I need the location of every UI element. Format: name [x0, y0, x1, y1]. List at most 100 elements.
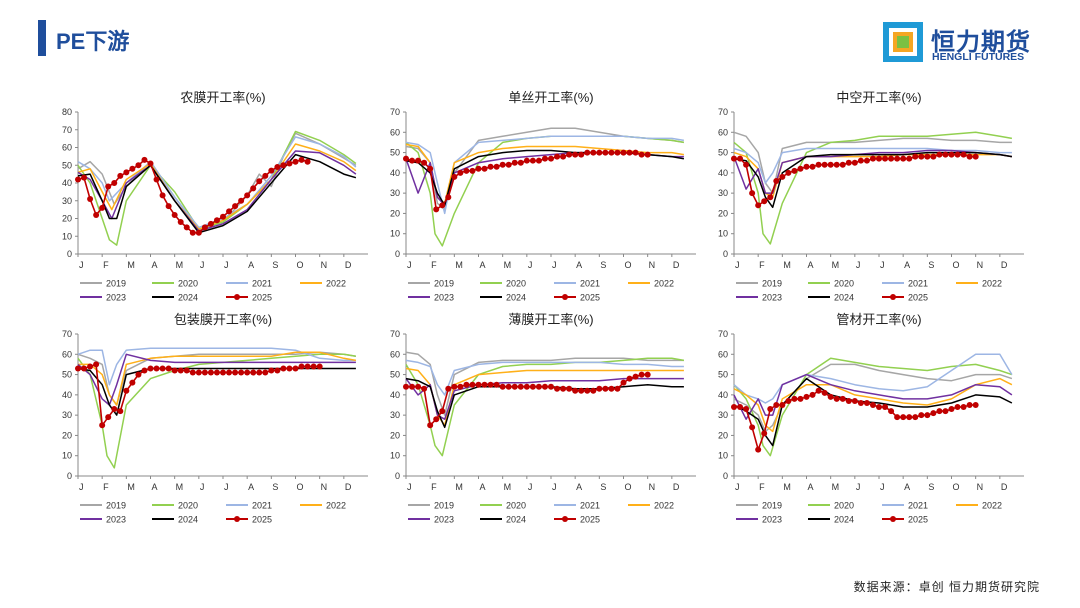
x-tick-label: J	[880, 260, 885, 270]
data-point-2025	[433, 416, 440, 423]
data-point-2025	[620, 149, 627, 156]
data-point-2025	[743, 161, 750, 168]
data-point-2025	[809, 163, 816, 170]
data-point-2025	[930, 153, 937, 160]
data-point-2025	[304, 363, 311, 370]
series-line-2019	[733, 131, 1012, 194]
legend-item-2020: 2020	[808, 279, 854, 289]
legend-item-2024: 2024	[808, 293, 854, 303]
data-point-2025	[912, 153, 919, 160]
data-point-2025	[749, 424, 756, 431]
y-tick-label: 50	[390, 148, 400, 158]
legend-item-2021: 2021	[226, 279, 272, 289]
data-point-2025	[111, 180, 118, 186]
data-point-2025	[791, 167, 798, 174]
series-line-2021	[405, 359, 684, 396]
series-line-2019	[733, 363, 1013, 433]
chart-monofilament: 单丝开工率(%) 0 10 20 30 40 50 60 70 J F M A M J J A S O N D 2019 2…	[378, 86, 698, 306]
data-point-2025	[439, 408, 446, 415]
legend-label: 2019	[434, 501, 454, 511]
legend-item-2022: 2022	[628, 501, 674, 511]
legend-label: 2021	[908, 279, 928, 289]
data-point-2025	[238, 369, 245, 376]
data-point-2025	[566, 385, 573, 392]
legend-item-2025: 2025	[882, 515, 928, 525]
data-point-2025	[244, 369, 251, 376]
data-point-2025	[469, 381, 476, 388]
data-point-2025	[135, 371, 142, 378]
legend-label: 2021	[252, 279, 272, 289]
x-tick-label: F	[759, 482, 765, 492]
data-point-2025	[912, 414, 919, 421]
y-tick-label: 0	[723, 471, 728, 481]
data-point-2025	[948, 151, 955, 158]
legend-label: 2023	[762, 515, 782, 525]
data-point-2025	[232, 369, 239, 376]
data-point-2025	[869, 155, 876, 162]
data-point-2025	[773, 402, 780, 408]
y-tick-label: 30	[390, 188, 400, 198]
chart-agri-film: 农膜开工率(%) 0 10 20 30 40 50 60 70 80 J F M A M J J A S O N D 201…	[50, 86, 370, 306]
y-tick-label: 30	[62, 196, 72, 206]
data-point-2025	[548, 155, 554, 162]
data-point-2025	[894, 414, 901, 421]
x-tick-label: A	[152, 482, 158, 492]
x-tick-label: J	[735, 260, 740, 270]
data-point-2025	[869, 402, 876, 408]
data-point-2025	[590, 387, 597, 394]
data-source-note: 数据来源：卓创 恒力期货研究院	[853, 580, 1040, 594]
data-point-2025	[141, 367, 148, 374]
data-point-2025	[99, 422, 106, 429]
x-tick-label: J	[528, 260, 533, 270]
legend-label: 2023	[762, 293, 782, 303]
data-point-2025	[644, 371, 651, 378]
legend-label: 2020	[506, 279, 526, 289]
data-point-2025	[918, 412, 925, 419]
y-tick-label: 50	[390, 370, 400, 380]
data-point-2025	[845, 159, 852, 166]
data-point-2025	[620, 379, 627, 386]
data-point-2025	[207, 369, 214, 376]
data-point-2025	[75, 365, 81, 372]
x-tick-label: J	[224, 482, 229, 492]
x-tick-label: M	[783, 260, 791, 270]
data-point-2025	[936, 151, 943, 158]
y-tick-label: 50	[718, 370, 728, 380]
data-point-2025	[851, 159, 858, 166]
data-point-2025	[511, 159, 518, 166]
data-point-2025	[773, 177, 780, 184]
data-point-2025	[81, 174, 88, 181]
legend-item-2023: 2023	[736, 293, 782, 303]
data-point-2025	[177, 367, 184, 374]
data-point-2025	[298, 156, 305, 163]
data-point-2025	[541, 155, 548, 162]
data-point-2025	[882, 404, 889, 411]
data-point-2025	[153, 365, 160, 372]
data-point-2025	[942, 408, 949, 415]
x-tick-label: M	[127, 482, 135, 492]
x-tick-label: M	[832, 482, 839, 492]
y-tick-label: 40	[62, 178, 72, 188]
legend-label: 2019	[762, 501, 782, 511]
data-point-2025	[767, 194, 774, 201]
y-tick-label: 10	[718, 229, 728, 239]
y-tick-label: 50	[62, 370, 72, 380]
data-point-2025	[409, 157, 416, 164]
data-point-2025	[493, 381, 500, 388]
x-tick-label: M	[504, 482, 512, 492]
chart-svg: 管材开工率(%) 0 10 20 30 40 50 60 70 J F M A M J J A S O N D 2019 2…	[718, 312, 1024, 525]
legend-item-2021: 2021	[554, 501, 600, 511]
chart-title: 薄膜开工率(%)	[508, 312, 593, 327]
data-point-2025	[316, 363, 323, 370]
data-point-2025	[638, 371, 645, 378]
data-point-2025	[505, 161, 512, 168]
data-point-2025	[749, 190, 756, 197]
logo-text-cn: 恒力期货	[931, 29, 1031, 56]
x-tick-label: A	[808, 482, 814, 492]
data-point-2025	[99, 204, 106, 211]
legend-item-2023: 2023	[408, 515, 454, 525]
x-tick-label: J	[407, 482, 412, 492]
data-point-2025	[966, 402, 973, 408]
data-point-2025	[803, 393, 810, 400]
x-tick-label: A	[152, 260, 158, 270]
